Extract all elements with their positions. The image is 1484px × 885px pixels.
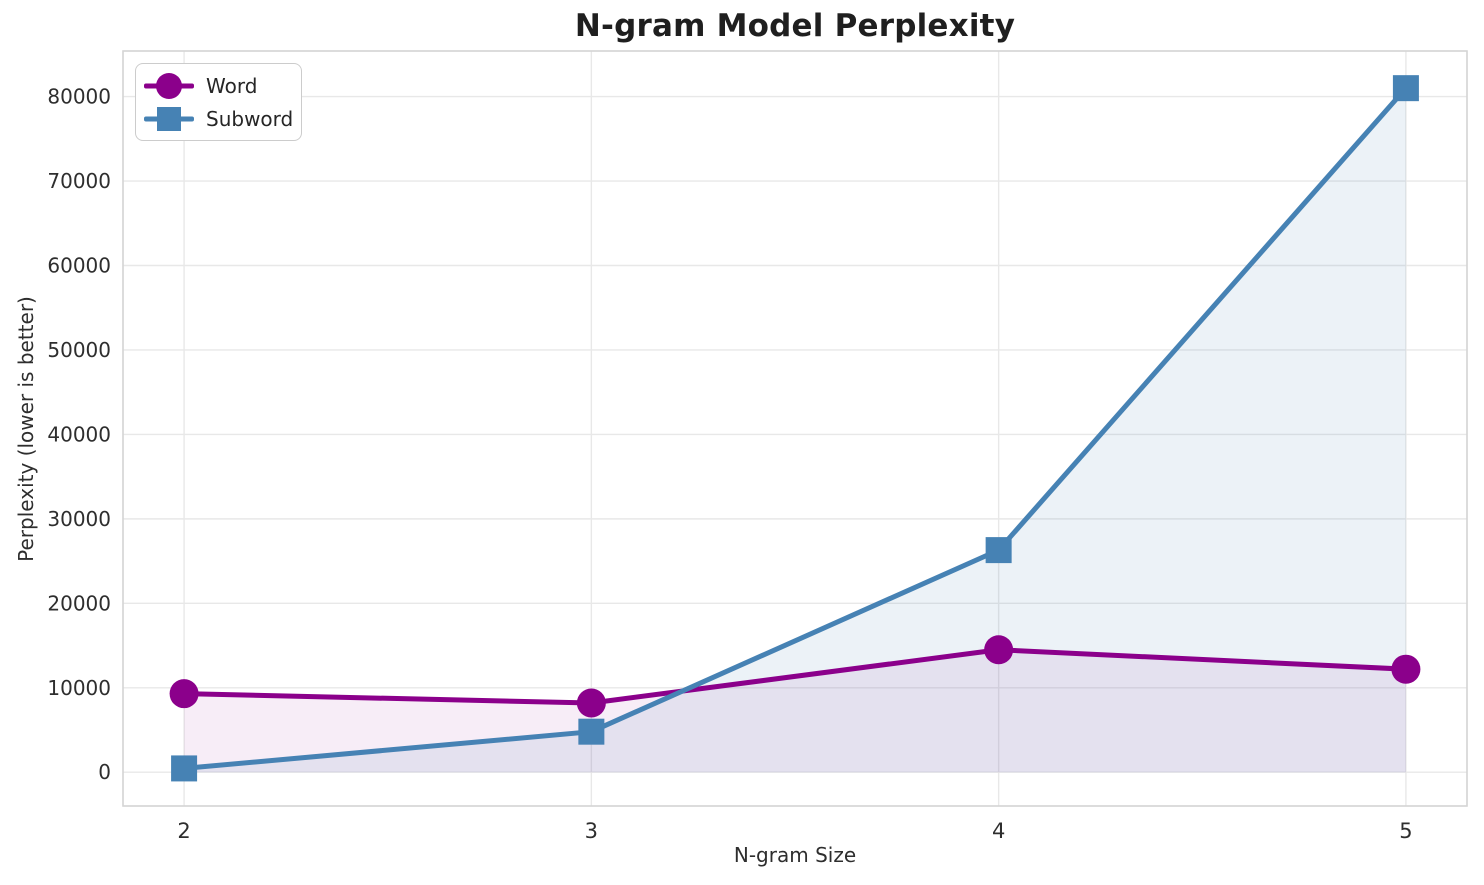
x-tick-label: 5 — [1399, 819, 1412, 843]
chart-title: N-gram Model Perplexity — [574, 8, 1016, 44]
subword-data-point — [1392, 75, 1419, 102]
word-data-point — [576, 688, 606, 718]
legend-item-word: Word — [144, 71, 291, 100]
y-tick-label: 50000 — [47, 338, 111, 362]
x-tick-label: 4 — [992, 819, 1005, 843]
legend-label-subword: Subword — [206, 106, 294, 131]
subword-data-point — [985, 537, 1012, 564]
y-axis-label: Perplexity (lower is better) — [14, 296, 38, 562]
y-tick-label: 80000 — [47, 85, 111, 109]
y-tick-label: 30000 — [47, 507, 111, 531]
y-tick-label: 60000 — [47, 254, 111, 278]
plot-area — [123, 51, 1467, 806]
y-tick-label: 70000 — [47, 169, 111, 193]
x-tick-label: 2 — [177, 819, 190, 843]
word-data-point — [984, 635, 1014, 665]
y-tick-label: 20000 — [47, 591, 111, 615]
subword-data-point — [171, 755, 198, 782]
x-tick-label: 3 — [585, 819, 598, 843]
word-series-line — [181, 647, 1409, 706]
subword-series-line — [181, 85, 1409, 771]
word-data-point — [1391, 654, 1421, 684]
legend-item-subword: Subword — [144, 104, 294, 133]
y-tick-label: 0 — [98, 760, 111, 784]
subword-data-point — [578, 718, 605, 745]
y-tick-label: 40000 — [47, 422, 111, 446]
legend-label-word: Word — [206, 73, 258, 98]
subword-series-marker-icon — [144, 104, 194, 133]
plot-border — [122, 50, 1468, 807]
subword-area-fill — [184, 88, 1406, 773]
word-series-marker-icon — [144, 71, 194, 100]
legend: Word Subword — [135, 63, 302, 141]
y-tick-label: 10000 — [47, 676, 111, 700]
word-data-point — [169, 679, 199, 709]
x-axis-label: N-gram Size — [733, 843, 857, 867]
